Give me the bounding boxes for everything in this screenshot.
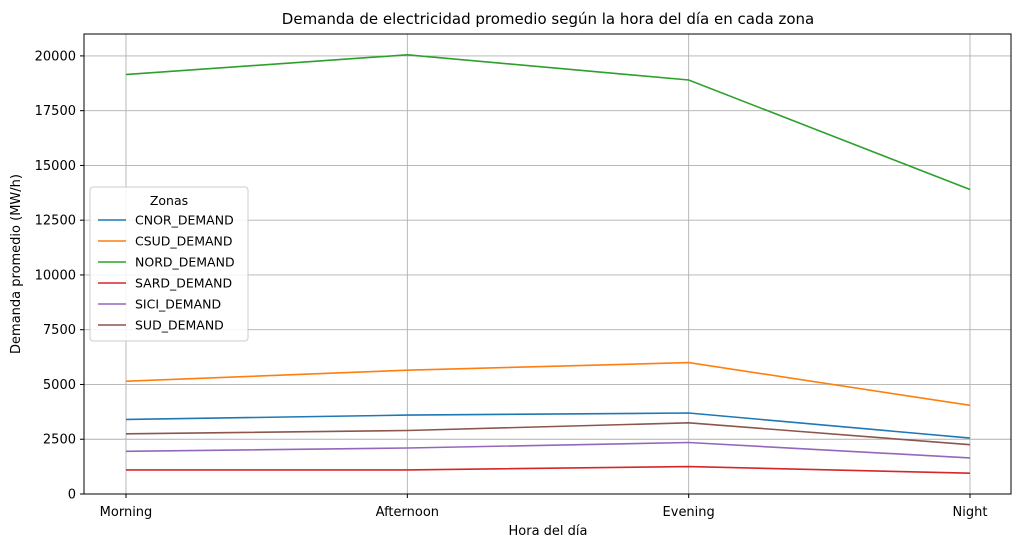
y-tick-label: 0 <box>68 488 76 503</box>
plot-frame <box>83 33 1012 495</box>
series-line-cnor-demand <box>125 412 971 439</box>
x-axis: Morning Afternoon Evening Night <box>100 494 988 520</box>
legend-label: NORD_DEMAND <box>135 255 235 270</box>
series-lines <box>125 53 971 474</box>
y-tick-label: 2500 <box>43 433 76 448</box>
y-axis: 0 2500 5000 7500 10000 12500 15000 17500 20000 <box>35 49 84 503</box>
y-tick-label: 17500 <box>35 104 76 119</box>
x-axis-title: Hora del día <box>509 524 588 539</box>
series-line-sici-demand <box>125 441 971 459</box>
y-axis-title: Demanda promedio (MW/h) <box>9 174 24 354</box>
y-tick-label: 10000 <box>35 268 76 283</box>
series-line-csud-demand <box>125 361 971 407</box>
x-tick-label: Night <box>953 505 988 520</box>
legend-label: CSUD_DEMAND <box>135 234 233 249</box>
series-line-sud-demand <box>125 421 971 446</box>
chart-title: Demanda de electricidad promedio según l… <box>282 10 814 28</box>
x-tick-label: Evening <box>663 505 715 520</box>
legend: Zonas CNOR_DEMAND CSUD_DEMAND NORD_DEMAND SA… <box>89 186 249 342</box>
legend-label: CNOR_DEMAND <box>135 213 234 228</box>
series-line-nord-demand <box>125 53 971 191</box>
legend-title: Zonas <box>150 193 188 208</box>
legend-label: SICI_DEMAND <box>135 297 221 312</box>
y-tick-label: 12500 <box>35 214 76 229</box>
legend-label: SUD_DEMAND <box>135 318 224 333</box>
x-tick-label: Morning <box>100 505 153 520</box>
legend-box <box>89 186 249 342</box>
y-tick-label: 15000 <box>35 159 76 174</box>
legend-label: SARD_DEMAND <box>135 276 232 291</box>
x-tick-label: Afternoon <box>376 505 439 520</box>
y-tick-label: 7500 <box>43 323 76 338</box>
series-line-sard-demand <box>126 465 971 474</box>
y-tick-label: 5000 <box>43 378 76 393</box>
y-tick-label: 20000 <box>35 49 76 64</box>
